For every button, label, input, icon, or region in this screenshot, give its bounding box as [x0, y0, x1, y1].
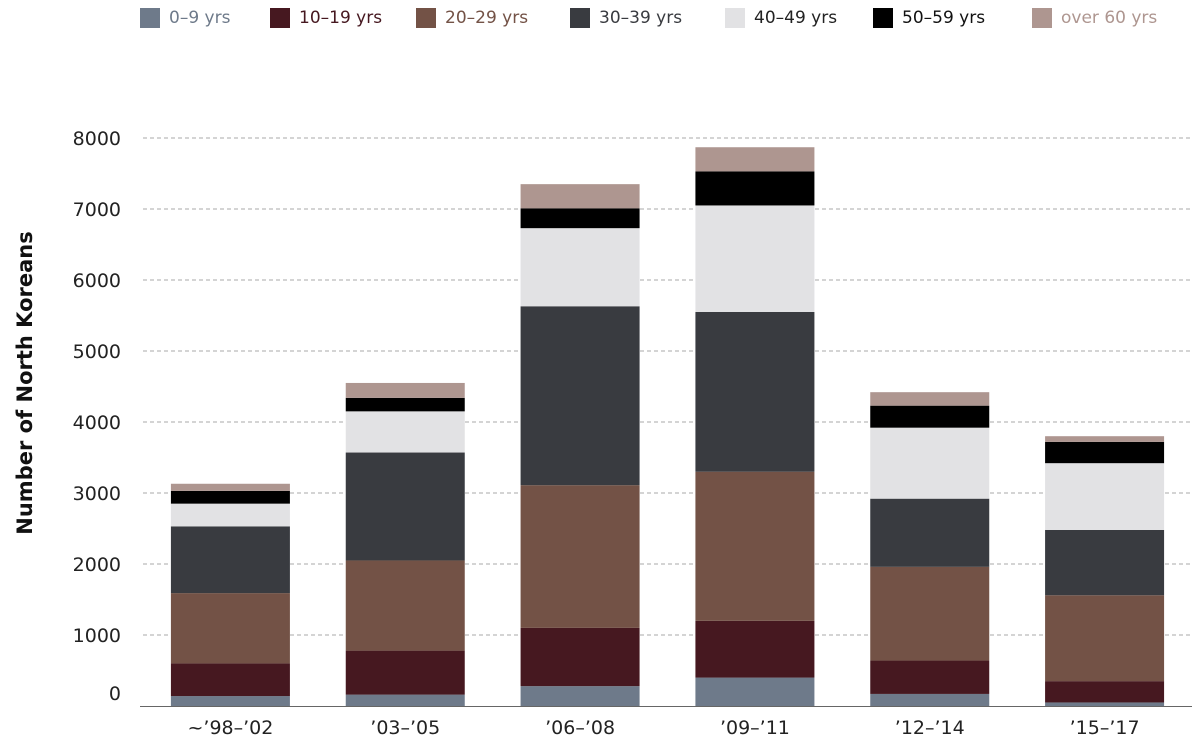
bar-segment: [870, 427, 990, 499]
bar-segment: [345, 411, 465, 453]
legend-item: 30–39 yrs: [570, 8, 682, 28]
bar-segment: [345, 452, 465, 561]
bar-segment: [1045, 441, 1165, 464]
bar-segment: [345, 650, 465, 695]
legend-label: 0–9 yrs: [169, 8, 231, 28]
bar-segment: [520, 627, 640, 687]
x-tick-label: ’09–’11: [720, 717, 790, 739]
bar-segment: [695, 147, 815, 172]
bar-segment: [695, 311, 815, 472]
bar-segment: [170, 503, 290, 527]
bar-segment: [520, 686, 640, 706]
bar-segment: [170, 696, 290, 706]
bar-segment: [520, 228, 640, 307]
legend-swatch: [570, 8, 590, 28]
legend-item: 50–59 yrs: [873, 8, 985, 28]
bar-segment: [520, 208, 640, 229]
bar-segment: [1045, 681, 1165, 703]
chart-legend: 0–9 yrs 10–19 yrs 20–29 yrs 30–39 yrs 40–49 …: [140, 8, 1190, 34]
bar-segment: [520, 184, 640, 209]
legend-item: 10–19 yrs: [270, 8, 382, 28]
legend-item: over 60 yrs: [1032, 8, 1157, 28]
x-tick-label: ~’98–’02: [187, 717, 273, 739]
y-tick-label: 4000: [73, 412, 121, 434]
bar-segment: [170, 526, 290, 594]
bar-segment: [870, 693, 990, 706]
legend-label: 20–29 yrs: [445, 8, 529, 28]
y-tick-label: 5000: [73, 341, 121, 363]
legend-label: over 60 yrs: [1061, 8, 1158, 28]
bar-segment: [170, 483, 290, 491]
legend-label: 50–59 yrs: [902, 8, 986, 28]
bar-segment: [695, 471, 815, 621]
y-tick-label: 2000: [73, 554, 121, 576]
legend-swatch: [725, 8, 745, 28]
x-tick-label: ’15–’17: [1070, 717, 1140, 739]
legend-item: 20–29 yrs: [416, 8, 528, 28]
x-tick-label: ’12–’14: [895, 717, 965, 739]
legend-item: 40–49 yrs: [725, 8, 837, 28]
legend-swatch: [873, 8, 893, 28]
bar-segment: [170, 663, 290, 697]
x-tick-label: ’06–’08: [545, 717, 615, 739]
bar-segment: [1045, 436, 1165, 442]
y-tick-label: 6000: [73, 270, 121, 292]
legend-swatch: [1032, 8, 1052, 28]
bar-segment: [1045, 529, 1165, 596]
bar-segment: [345, 694, 465, 706]
legend-label: 40–49 yrs: [754, 8, 838, 28]
bar-segment: [870, 392, 990, 406]
legend-item: 0–9 yrs: [140, 8, 230, 28]
legend-label: 30–39 yrs: [599, 8, 683, 28]
bar-segment: [1045, 702, 1165, 706]
bar-segment: [170, 490, 290, 504]
bar-segment: [345, 560, 465, 651]
bar-segment: [1045, 595, 1165, 682]
bar-segment: [345, 397, 465, 412]
bar-segment: [520, 306, 640, 486]
bar-segment: [520, 485, 640, 628]
bar-segment: [870, 566, 990, 661]
legend-swatch: [416, 8, 436, 28]
legend-label: 10–19 yrs: [299, 8, 383, 28]
bar-segment: [1045, 463, 1165, 530]
bar-segment: [695, 620, 815, 678]
legend-swatch: [270, 8, 290, 28]
bar-segment: [695, 677, 815, 706]
legend-swatch: [140, 8, 160, 28]
bar-segment: [695, 205, 815, 312]
y-tick-label: 0: [109, 683, 121, 705]
y-tick-label: 3000: [73, 483, 121, 505]
y-tick-label: 8000: [73, 128, 121, 150]
bar-segment: [870, 405, 990, 428]
bar-segment: [345, 382, 465, 398]
y-tick-label: 7000: [73, 199, 121, 221]
x-tick-label: ’03–’05: [370, 717, 440, 739]
bar-segment: [695, 171, 815, 206]
y-tick-label: 1000: [73, 625, 121, 647]
bar-segment: [870, 498, 990, 567]
bar-segment: [870, 660, 990, 694]
y-axis-title: Number of North Koreans: [13, 231, 37, 534]
bar-segment: [170, 593, 290, 664]
